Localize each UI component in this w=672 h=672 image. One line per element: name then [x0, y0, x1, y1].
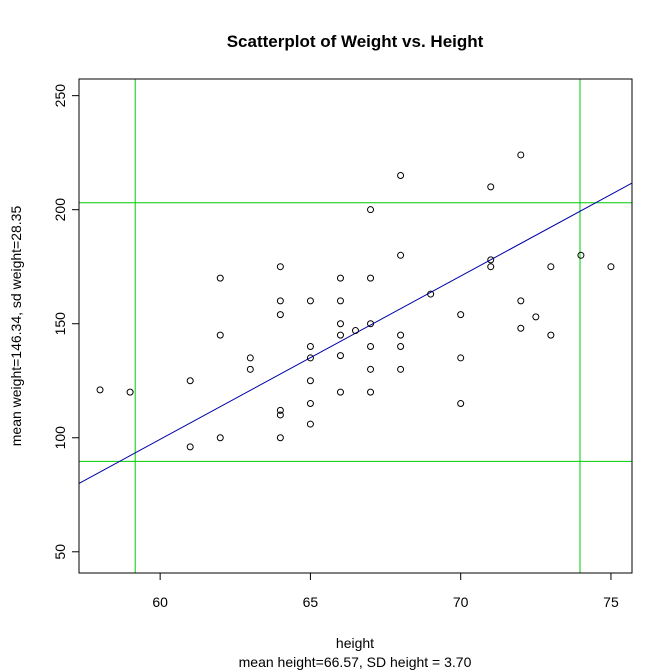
- data-point: [367, 365, 375, 373]
- data-point: [547, 263, 555, 271]
- plot-area-border: [78, 78, 633, 574]
- data-point: [367, 274, 375, 282]
- data-point: [96, 386, 104, 394]
- y-tick-label: 250: [52, 84, 68, 108]
- data-point: [367, 388, 375, 396]
- data-point: [186, 377, 194, 385]
- data-point: [487, 263, 495, 271]
- data-point: [306, 400, 314, 408]
- x-axis-label: height: [336, 635, 374, 651]
- data-point: [126, 388, 134, 396]
- data-point: [517, 297, 525, 305]
- data-point: [306, 377, 314, 385]
- data-point: [246, 365, 254, 373]
- y-tick-label: 150: [52, 312, 68, 336]
- data-points: [96, 151, 615, 451]
- data-point: [336, 331, 344, 339]
- data-point: [517, 324, 525, 332]
- data-point: [336, 274, 344, 282]
- data-point: [397, 365, 405, 373]
- data-point: [246, 354, 254, 362]
- data-point: [457, 400, 465, 408]
- data-point: [276, 263, 284, 271]
- chart-title: Scatterplot of Weight vs. Height: [227, 32, 484, 51]
- data-point: [487, 256, 495, 264]
- data-point: [336, 352, 344, 360]
- data-point: [276, 434, 284, 442]
- data-point: [547, 331, 555, 339]
- y-axis-label: mean weight=146.34, sd weight=28.35: [8, 206, 24, 447]
- y-tick-label: 200: [52, 198, 68, 222]
- data-point: [276, 411, 284, 419]
- data-point: [276, 311, 284, 319]
- data-point: [276, 297, 284, 305]
- data-point: [352, 327, 359, 335]
- data-point: [457, 354, 465, 362]
- data-point: [397, 171, 405, 179]
- data-point: [306, 420, 314, 428]
- data-point: [367, 206, 375, 214]
- x-axis: 60 65 70 75: [152, 572, 619, 610]
- data-point: [397, 331, 405, 339]
- data-point: [336, 320, 344, 328]
- x-tick-label: 65: [303, 594, 319, 610]
- data-point: [306, 343, 314, 351]
- data-point: [487, 183, 495, 191]
- data-point: [306, 354, 314, 362]
- data-point: [336, 297, 344, 305]
- data-point: [457, 311, 465, 319]
- x-tick-label: 70: [453, 594, 469, 610]
- x-tick-label: 60: [152, 594, 168, 610]
- data-point: [532, 313, 540, 321]
- x-tick-label: 75: [603, 594, 619, 610]
- data-point: [216, 331, 224, 339]
- data-point: [397, 251, 405, 259]
- data-point: [427, 290, 435, 298]
- data-point: [517, 151, 525, 159]
- data-point: [607, 263, 615, 271]
- y-tick-label: 50: [52, 544, 68, 560]
- mean-sd-guide-lines: [79, 79, 632, 573]
- data-point: [577, 251, 585, 259]
- data-point: [216, 434, 224, 442]
- data-point: [186, 443, 194, 451]
- y-tick-label: 100: [52, 426, 68, 450]
- y-axis: 50 100 150 200 250: [52, 84, 80, 560]
- data-point: [306, 297, 314, 305]
- x-axis-sublabel: mean height=66.57, SD height = 3.70: [239, 654, 472, 670]
- data-point: [336, 388, 344, 396]
- data-point: [367, 343, 375, 351]
- data-point: [367, 320, 375, 328]
- data-point: [216, 274, 224, 282]
- data-point: [397, 343, 405, 351]
- data-point: [276, 406, 284, 414]
